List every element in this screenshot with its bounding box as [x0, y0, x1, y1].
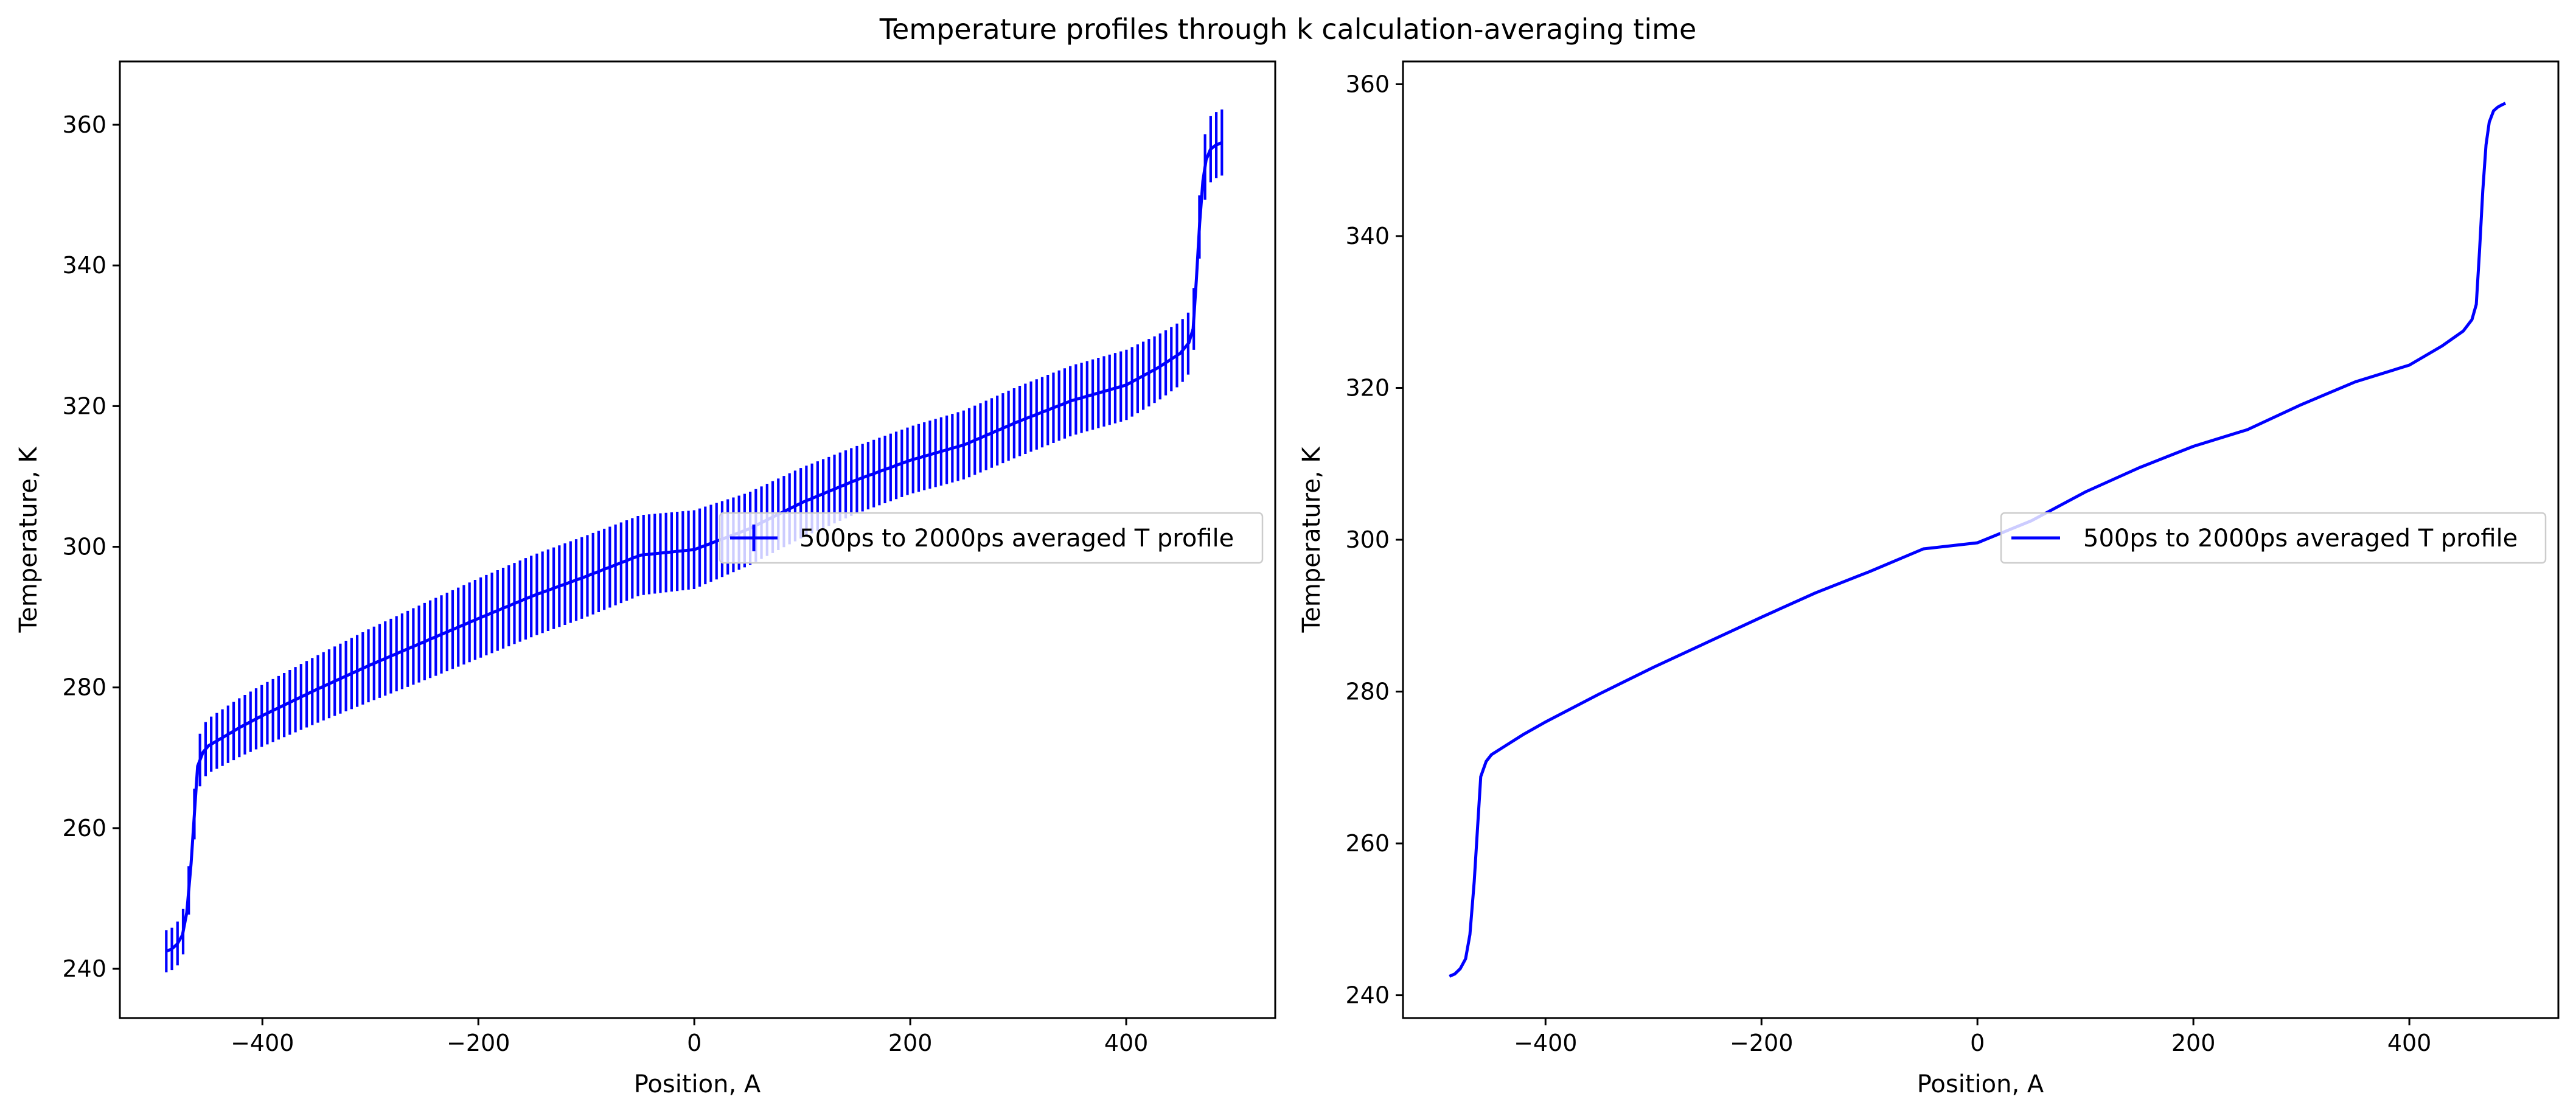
right-y-tick-label: 240	[1345, 982, 1390, 1009]
left-legend-box	[719, 512, 1264, 564]
left-y-tick-label: 260	[62, 815, 106, 842]
right-line-panel: −400 −200 0 200 400 240 260 280 300 320 340 360 Po…	[1298, 60, 2560, 1098]
right-y-tick-label: 260	[1345, 830, 1390, 857]
left-plot-area	[165, 109, 1224, 972]
left-y-tick-label: 320	[62, 392, 106, 419]
right-y-axis-label: Temperature, K	[1298, 446, 1326, 633]
left-x-tick-label: 200	[888, 1030, 933, 1056]
right-legend: 500ps to 2000ps averaged T profile	[2000, 512, 2547, 564]
left-y-tick-label: 240	[62, 955, 106, 982]
left-axes-frame	[119, 60, 1276, 1019]
right-x-tick-label: −400	[1514, 1030, 1577, 1056]
left-y-tick-label: 300	[62, 534, 106, 560]
right-x-tick-label: 400	[2387, 1030, 2432, 1056]
right-x-axis-label: Position, A	[1917, 1070, 2044, 1098]
left-x-tick-label: −400	[231, 1030, 294, 1056]
right-y-tick-label: 280	[1345, 678, 1390, 705]
left-y-tick-label: 340	[62, 252, 106, 279]
right-plot-area	[1449, 102, 2507, 978]
left-legend: 500ps to 2000ps averaged T profile	[719, 512, 1264, 564]
right-y-tick-label: 340	[1345, 223, 1390, 249]
right-y-tick-label: 320	[1345, 374, 1390, 401]
right-x-ticks: −400 −200 0 200 400	[1514, 1018, 2431, 1056]
right-y-ticks: 240 260 280 300 320 340 360	[1345, 71, 1403, 1009]
left-legend-label: 500ps to 2000ps averaged T profile	[799, 525, 1234, 553]
left-y-axis-label: Temperature, K	[15, 446, 43, 633]
right-y-tick-label: 300	[1345, 526, 1390, 553]
right-series-line	[1449, 102, 2507, 978]
right-x-tick-label: −200	[1730, 1030, 1793, 1056]
left-x-tick-label: 0	[687, 1030, 701, 1056]
left-x-ticks: −400 −200 0 200 400	[231, 1018, 1148, 1056]
left-errorbar-panel: −400 −200 0 200 400 240 260 280 300 320 340 360 Po…	[15, 60, 1276, 1098]
left-y-ticks: 240 260 280 300 320 340 360	[62, 111, 120, 982]
left-x-tick-label: 400	[1104, 1030, 1149, 1056]
left-x-tick-label: −200	[447, 1030, 510, 1056]
right-legend-label: 500ps to 2000ps averaged T profile	[2083, 525, 2518, 553]
left-y-tick-label: 360	[62, 111, 106, 138]
right-x-tick-label: 200	[2171, 1030, 2216, 1056]
right-x-tick-label: 0	[1970, 1030, 1985, 1056]
right-y-tick-label: 360	[1345, 71, 1390, 97]
left-x-axis-label: Position, A	[634, 1070, 761, 1098]
left-y-tick-label: 280	[62, 674, 106, 701]
figure-title: Temperature profiles through k calculati…	[879, 13, 1697, 46]
left-series-line	[165, 141, 1223, 953]
right-legend-box	[2000, 512, 2547, 564]
